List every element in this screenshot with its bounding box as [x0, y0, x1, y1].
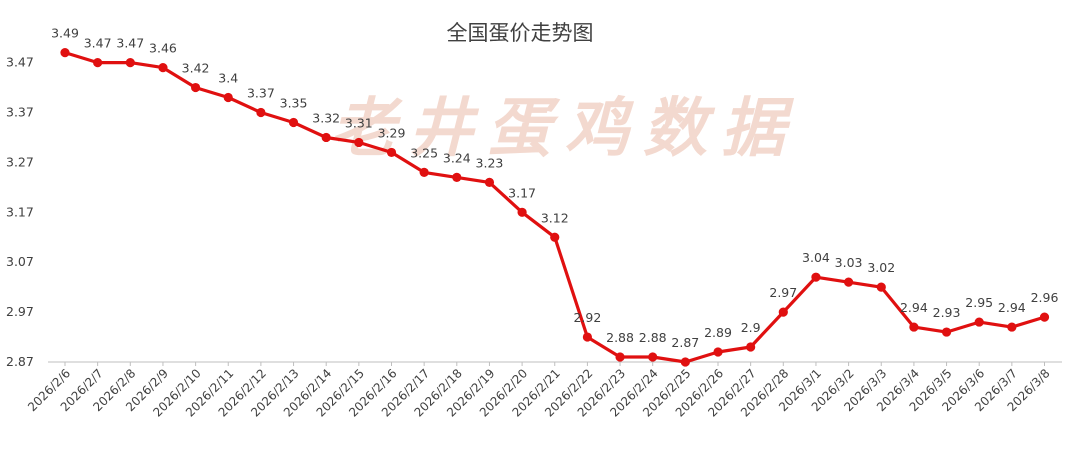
y-tick-label: 2.87 — [6, 354, 34, 369]
y-axis: 2.87 2.97 3.07 3.17 3.27 3.37 3.47 — [6, 55, 34, 369]
data-label: 3.02 — [867, 260, 895, 275]
data-point — [941, 327, 952, 337]
data-point — [60, 48, 70, 58]
data-point — [256, 107, 266, 118]
data-point — [680, 357, 690, 367]
data-label: 2.93 — [933, 305, 961, 320]
data-point — [550, 232, 560, 242]
data-point — [93, 58, 103, 68]
data-point — [288, 117, 299, 128]
y-tick-label: 3.07 — [6, 254, 34, 269]
data-point — [778, 307, 788, 317]
data-label: 3.12 — [541, 210, 569, 225]
data-point — [223, 92, 233, 103]
data-point — [354, 137, 364, 148]
data-label: 2.87 — [671, 335, 699, 350]
y-tick-label: 3.37 — [6, 105, 34, 120]
data-label: 3.37 — [247, 86, 275, 101]
data-label: 3.03 — [835, 255, 863, 270]
data-point — [844, 277, 854, 287]
data-label: 2.92 — [573, 310, 601, 325]
data-label: 2.94 — [900, 300, 928, 315]
watermark: 老井蛋鸡数据 — [331, 91, 799, 166]
data-label: 3.32 — [312, 110, 340, 125]
data-label: 3.47 — [116, 36, 144, 51]
data-label: 3.35 — [280, 95, 308, 110]
data-label: 2.96 — [1031, 290, 1059, 305]
y-tick-label: 3.27 — [6, 154, 34, 169]
data-point — [484, 177, 495, 187]
data-labels: 3.49 3.47 3.47 3.46 3.42 3.4 3.37 3.35 3.32 3.31 3… — [51, 26, 1058, 350]
data-point — [386, 147, 397, 158]
data-label: 3.24 — [443, 150, 471, 165]
data-point — [713, 347, 723, 357]
data-point — [452, 172, 462, 182]
x-axis: 2026/2/62026/2/72026/2/82026/2/92026/2/1… — [25, 361, 1062, 420]
y-tick-label: 2.97 — [6, 304, 34, 319]
data-label: 2.94 — [998, 300, 1026, 315]
data-label: 3.23 — [476, 155, 504, 170]
data-point — [1007, 322, 1017, 332]
data-points — [60, 48, 1050, 367]
data-label: 3.47 — [84, 36, 112, 51]
data-point — [419, 167, 429, 177]
data-label: 3.42 — [182, 61, 210, 76]
data-point — [811, 272, 821, 282]
chart-title: 全国蛋价走势图 — [447, 21, 594, 45]
data-label: 2.95 — [965, 295, 993, 310]
data-label: 2.89 — [704, 325, 732, 340]
data-point — [615, 352, 625, 362]
data-label: 2.88 — [606, 330, 634, 345]
data-point — [1039, 312, 1050, 322]
data-label: 3.25 — [410, 145, 438, 160]
data-point — [909, 322, 919, 332]
data-point — [582, 332, 593, 342]
data-point — [876, 282, 886, 292]
data-label: 3.04 — [802, 250, 830, 265]
data-label: 3.17 — [508, 185, 536, 200]
data-label: 2.88 — [639, 330, 667, 345]
data-label: 3.4 — [218, 71, 238, 86]
data-label: 3.29 — [378, 125, 406, 140]
data-label: 3.49 — [51, 26, 79, 41]
data-label: 3.46 — [149, 41, 177, 56]
data-point — [974, 317, 984, 327]
data-label: 2.9 — [741, 320, 761, 335]
data-point — [191, 82, 201, 93]
y-tick-label: 3.47 — [6, 55, 34, 70]
data-label: 3.31 — [345, 115, 373, 130]
data-point — [158, 62, 168, 73]
data-point — [125, 58, 135, 68]
data-point — [321, 132, 331, 143]
data-point — [517, 207, 527, 217]
data-point — [648, 352, 658, 362]
y-tick-label: 3.17 — [6, 204, 34, 219]
data-label: 2.97 — [769, 285, 797, 300]
data-point — [746, 342, 756, 352]
